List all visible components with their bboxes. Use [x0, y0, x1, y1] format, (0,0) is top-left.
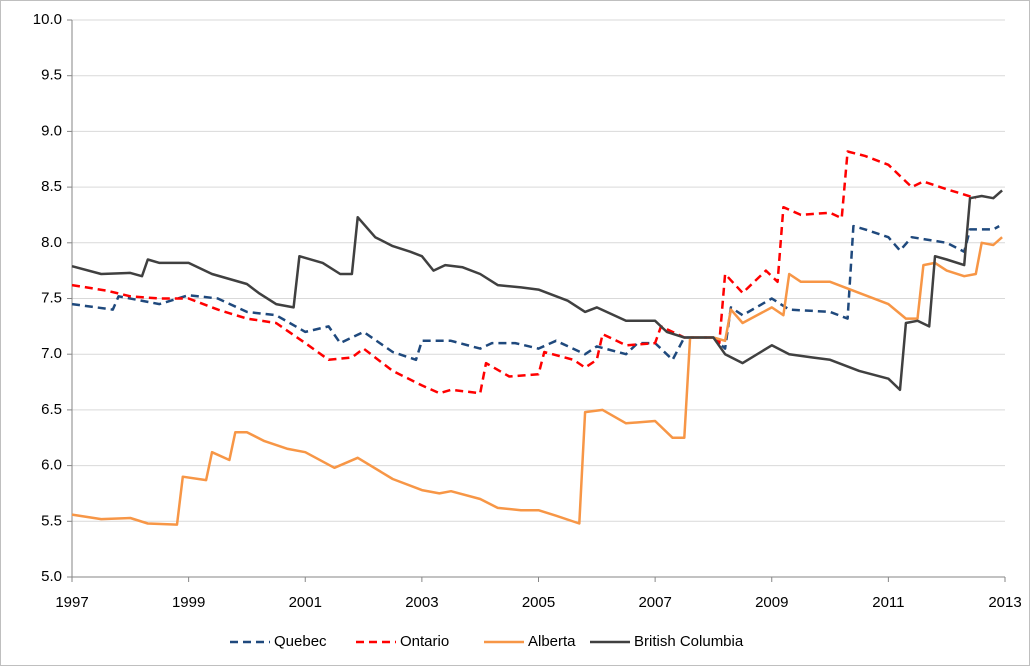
x-tick-label: 2009	[755, 594, 788, 611]
x-tick-label: 2007	[638, 594, 671, 611]
legend-label: Ontario	[400, 633, 449, 650]
line-series	[71, 236, 1003, 526]
x-tick-label: 2011	[872, 594, 904, 611]
y-tick-label: 5.5	[41, 512, 62, 529]
y-tick-label: 6.0	[41, 457, 62, 474]
line-series	[71, 150, 977, 395]
x-tick-label: 2013	[988, 594, 1021, 611]
x-tick-label: 2005	[522, 594, 555, 611]
line-series	[71, 224, 1000, 362]
x-tick-label: 2001	[289, 594, 322, 611]
legend-label: Quebec	[274, 633, 327, 650]
y-tick-label: 5.0	[41, 568, 62, 585]
legend-label: Alberta	[528, 633, 576, 650]
y-tick-label: 9.0	[41, 122, 62, 139]
legend-label: British Columbia	[634, 633, 744, 650]
y-tick-label: 6.5	[41, 401, 62, 418]
x-tick-label: 1997	[55, 594, 88, 611]
x-tick-label: 1999	[172, 594, 205, 611]
x-tick-label: 2003	[405, 594, 438, 611]
line-series	[71, 189, 1003, 392]
y-tick-label: 10.0	[33, 11, 62, 28]
y-tick-label: 9.5	[41, 67, 62, 84]
y-tick-label: 7.0	[41, 345, 62, 362]
y-tick-label: 7.5	[41, 289, 62, 306]
y-tick-label: 8.0	[41, 234, 62, 251]
y-tick-label: 8.5	[41, 178, 62, 195]
